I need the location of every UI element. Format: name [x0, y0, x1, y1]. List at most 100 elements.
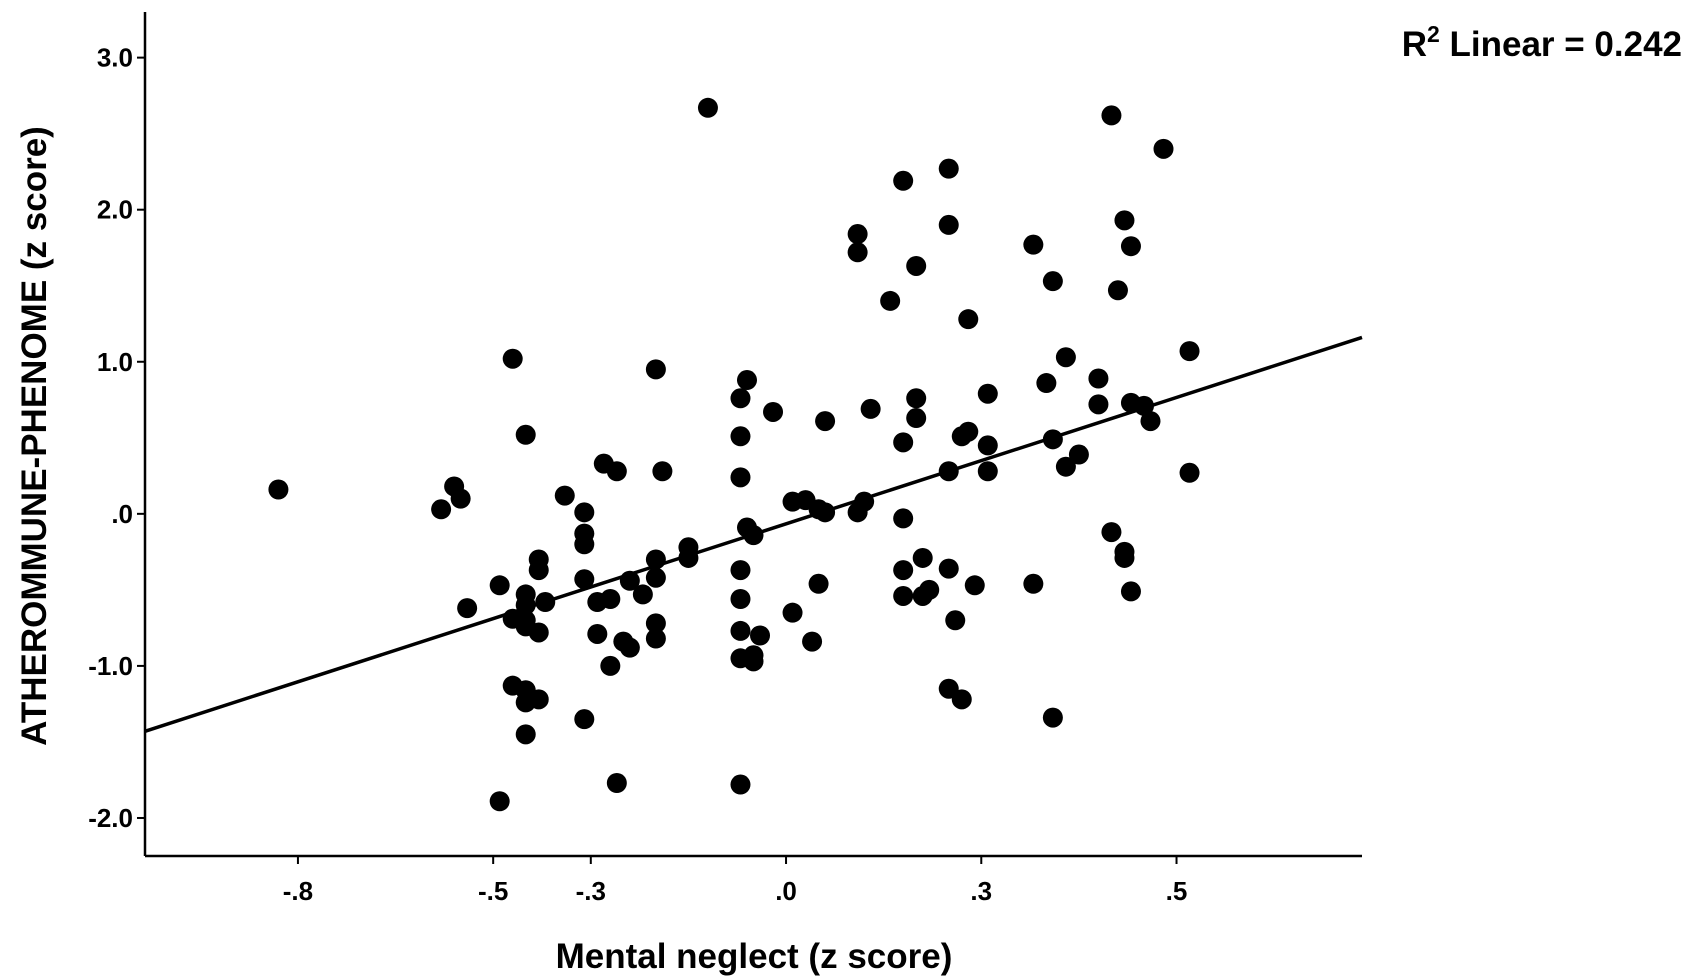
data-point — [1036, 373, 1057, 394]
data-point — [912, 547, 933, 568]
data-point — [606, 461, 627, 482]
data-point — [958, 421, 979, 442]
data-point — [977, 383, 998, 404]
data-point — [1101, 105, 1122, 126]
data-point — [938, 214, 959, 235]
data-point — [808, 573, 829, 594]
data-point — [958, 309, 979, 330]
data-point — [730, 560, 751, 581]
r-squared-superscript: 2 — [1427, 21, 1440, 47]
data-point — [1088, 394, 1109, 415]
data-point — [528, 560, 549, 581]
data-point — [938, 158, 959, 179]
data-points — [268, 97, 1200, 812]
data-point — [906, 388, 927, 409]
data-point — [1120, 581, 1141, 602]
data-point — [431, 499, 452, 520]
data-point — [554, 485, 575, 506]
data-point — [763, 401, 784, 422]
data-point — [1114, 547, 1135, 568]
data-point — [697, 97, 718, 118]
data-point — [574, 709, 595, 730]
x-ticks: -.8 -.5 -.3 .0 .3 .5 — [283, 856, 1188, 906]
data-point — [977, 461, 998, 482]
data-point — [730, 467, 751, 488]
r-squared-prefix: R — [1402, 25, 1427, 64]
data-point — [802, 631, 823, 652]
data-point — [1023, 573, 1044, 594]
data-point — [1042, 271, 1063, 292]
data-point — [600, 655, 621, 676]
data-point — [730, 620, 751, 641]
data-point — [977, 435, 998, 456]
r-squared-annotation: R2 Linear = 0.242 — [1402, 21, 1682, 64]
data-point — [1179, 341, 1200, 362]
x-tick-label: .3 — [970, 876, 992, 906]
data-point — [1179, 462, 1200, 483]
x-tick-label: .5 — [1166, 876, 1188, 906]
y-tick-label: -2.0 — [88, 803, 133, 833]
data-point — [574, 534, 595, 555]
data-point — [502, 348, 523, 369]
y-tick-label: -1.0 — [88, 651, 133, 681]
data-point — [847, 242, 868, 263]
data-point — [893, 560, 914, 581]
data-point — [893, 585, 914, 606]
x-tick-label: -.8 — [283, 876, 313, 906]
data-point — [645, 628, 666, 649]
data-point — [1120, 236, 1141, 257]
data-point — [574, 569, 595, 590]
x-axis-title: Mental neglect (z score) — [556, 937, 953, 976]
data-point — [1023, 234, 1044, 255]
data-point — [528, 689, 549, 710]
data-point — [736, 370, 757, 391]
r-squared-text: Linear = 0.242 — [1440, 25, 1682, 64]
data-point — [730, 388, 751, 409]
data-point — [515, 724, 536, 745]
data-point — [743, 651, 764, 672]
data-point — [893, 508, 914, 529]
data-point — [489, 575, 510, 596]
data-point — [730, 426, 751, 447]
data-point — [528, 622, 549, 643]
data-point — [938, 558, 959, 579]
data-point — [1088, 368, 1109, 389]
data-point — [730, 588, 751, 609]
data-point — [847, 224, 868, 245]
data-point — [906, 408, 927, 429]
data-point — [1055, 347, 1076, 368]
data-point — [1114, 210, 1135, 231]
data-point — [893, 170, 914, 191]
data-point — [782, 602, 803, 623]
data-point — [919, 579, 940, 600]
data-point — [457, 598, 478, 619]
data-point — [880, 290, 901, 311]
data-point — [750, 625, 771, 646]
data-point — [652, 461, 673, 482]
data-point — [619, 637, 640, 658]
data-point — [632, 584, 653, 605]
data-point — [645, 613, 666, 634]
y-tick-label: 1.0 — [97, 347, 133, 377]
data-point — [730, 774, 751, 795]
y-tick-label: .0 — [111, 499, 133, 529]
data-point — [1107, 280, 1128, 301]
data-point — [1101, 522, 1122, 543]
x-tick-label: .0 — [775, 876, 797, 906]
data-point — [951, 689, 972, 710]
data-point — [268, 479, 289, 500]
data-point — [489, 791, 510, 812]
data-point — [587, 623, 608, 644]
data-point — [1140, 411, 1161, 432]
data-point — [906, 255, 927, 276]
data-point — [450, 488, 471, 509]
data-point — [606, 773, 627, 794]
y-axis-title: ATHEROMMUNE-PHENOME (z score) — [15, 126, 54, 746]
data-point — [645, 359, 666, 380]
fit-line — [144, 335, 1363, 733]
data-point — [815, 411, 836, 432]
data-point — [574, 502, 595, 523]
data-point — [600, 588, 621, 609]
data-point — [1068, 444, 1089, 465]
data-point — [1042, 707, 1063, 728]
